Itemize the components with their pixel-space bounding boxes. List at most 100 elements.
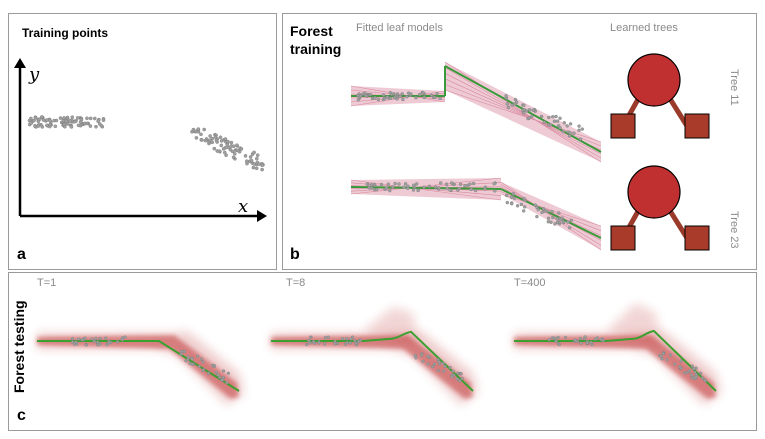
test-point bbox=[578, 336, 582, 341]
training-point bbox=[260, 163, 264, 168]
y-axis-arrowhead bbox=[14, 58, 26, 68]
training-point bbox=[214, 138, 219, 143]
x-axis-label: x bbox=[238, 196, 248, 217]
training-point bbox=[551, 114, 555, 119]
training-point bbox=[400, 92, 404, 96]
training-point bbox=[535, 205, 539, 210]
test-point bbox=[196, 354, 200, 358]
test-point bbox=[436, 368, 440, 373]
test-point bbox=[563, 335, 568, 340]
training-point bbox=[69, 125, 74, 129]
training-point bbox=[406, 184, 410, 188]
test-point bbox=[668, 353, 672, 357]
training-point bbox=[223, 137, 228, 141]
test-point bbox=[201, 368, 205, 372]
training-point bbox=[29, 121, 34, 125]
training-point bbox=[438, 181, 443, 185]
test-point bbox=[689, 373, 694, 377]
training-point bbox=[555, 220, 560, 225]
test-point bbox=[579, 341, 583, 345]
training-point bbox=[411, 188, 416, 192]
training-point bbox=[231, 155, 236, 160]
test-point bbox=[180, 349, 184, 353]
test-plot-t1 bbox=[37, 331, 244, 405]
learned-trees-label: Learned trees bbox=[610, 22, 678, 34]
training-point bbox=[393, 181, 397, 186]
density-core bbox=[514, 335, 716, 399]
training-point bbox=[70, 115, 75, 119]
training-point bbox=[492, 181, 496, 186]
training-point bbox=[422, 95, 427, 100]
training-point bbox=[427, 184, 432, 189]
training-point bbox=[64, 119, 69, 123]
training-point bbox=[369, 186, 374, 190]
training-point bbox=[245, 161, 249, 166]
training-point bbox=[522, 196, 526, 201]
training-point bbox=[85, 116, 89, 121]
training-point bbox=[458, 182, 463, 187]
uncertainty-line bbox=[500, 193, 602, 227]
test-point bbox=[221, 375, 225, 380]
training-point bbox=[395, 97, 399, 101]
training-point bbox=[386, 182, 391, 186]
panel-a-title: Training points bbox=[22, 26, 108, 40]
leaf-node bbox=[684, 113, 710, 139]
training-point bbox=[580, 127, 584, 131]
test-point bbox=[92, 339, 96, 343]
test-point bbox=[660, 357, 664, 361]
training-point bbox=[551, 215, 555, 220]
training-points bbox=[27, 115, 265, 172]
test-point bbox=[442, 369, 446, 373]
training-point bbox=[97, 122, 102, 126]
training-point bbox=[218, 135, 223, 140]
training-point bbox=[514, 100, 519, 104]
test-point bbox=[340, 337, 344, 341]
training-point bbox=[449, 181, 454, 185]
training-point bbox=[257, 162, 261, 166]
test-point bbox=[356, 340, 360, 344]
test-point bbox=[456, 371, 460, 375]
training-point bbox=[531, 108, 535, 113]
training-point bbox=[549, 220, 553, 225]
training-point bbox=[215, 149, 220, 153]
test-point bbox=[694, 375, 698, 379]
axes bbox=[14, 58, 267, 222]
training-point bbox=[521, 209, 526, 213]
training-point bbox=[382, 96, 387, 101]
test-point bbox=[70, 340, 75, 344]
training-point bbox=[429, 93, 434, 98]
test-point bbox=[451, 369, 455, 373]
test-point bbox=[220, 378, 224, 382]
uncertainty-line bbox=[444, 89, 602, 143]
training-point bbox=[512, 196, 517, 200]
test-point bbox=[212, 363, 216, 368]
learned-trees bbox=[610, 53, 710, 251]
training-point bbox=[395, 92, 400, 96]
training-point bbox=[249, 158, 254, 163]
test-point bbox=[554, 339, 558, 343]
training-point bbox=[515, 204, 520, 208]
test-point bbox=[690, 364, 694, 368]
training-point bbox=[243, 154, 248, 158]
training-point bbox=[509, 201, 514, 206]
training-point bbox=[48, 118, 52, 123]
test-point bbox=[225, 381, 229, 385]
training-point bbox=[561, 129, 565, 134]
training-point bbox=[385, 95, 390, 99]
testing-density-plots bbox=[37, 303, 721, 405]
training-point bbox=[53, 124, 58, 129]
training-point bbox=[562, 121, 566, 125]
training-point bbox=[527, 108, 532, 112]
split-node bbox=[627, 165, 681, 219]
training-point bbox=[471, 181, 476, 186]
test-point bbox=[94, 336, 98, 340]
training-point bbox=[191, 127, 196, 132]
test-point bbox=[583, 335, 587, 339]
test-plot-t8 bbox=[271, 307, 478, 405]
test-point bbox=[665, 358, 669, 362]
density-core bbox=[37, 335, 239, 399]
training-point bbox=[533, 203, 538, 207]
training-point bbox=[546, 122, 551, 127]
training-point bbox=[369, 182, 374, 187]
training-point bbox=[364, 93, 368, 98]
